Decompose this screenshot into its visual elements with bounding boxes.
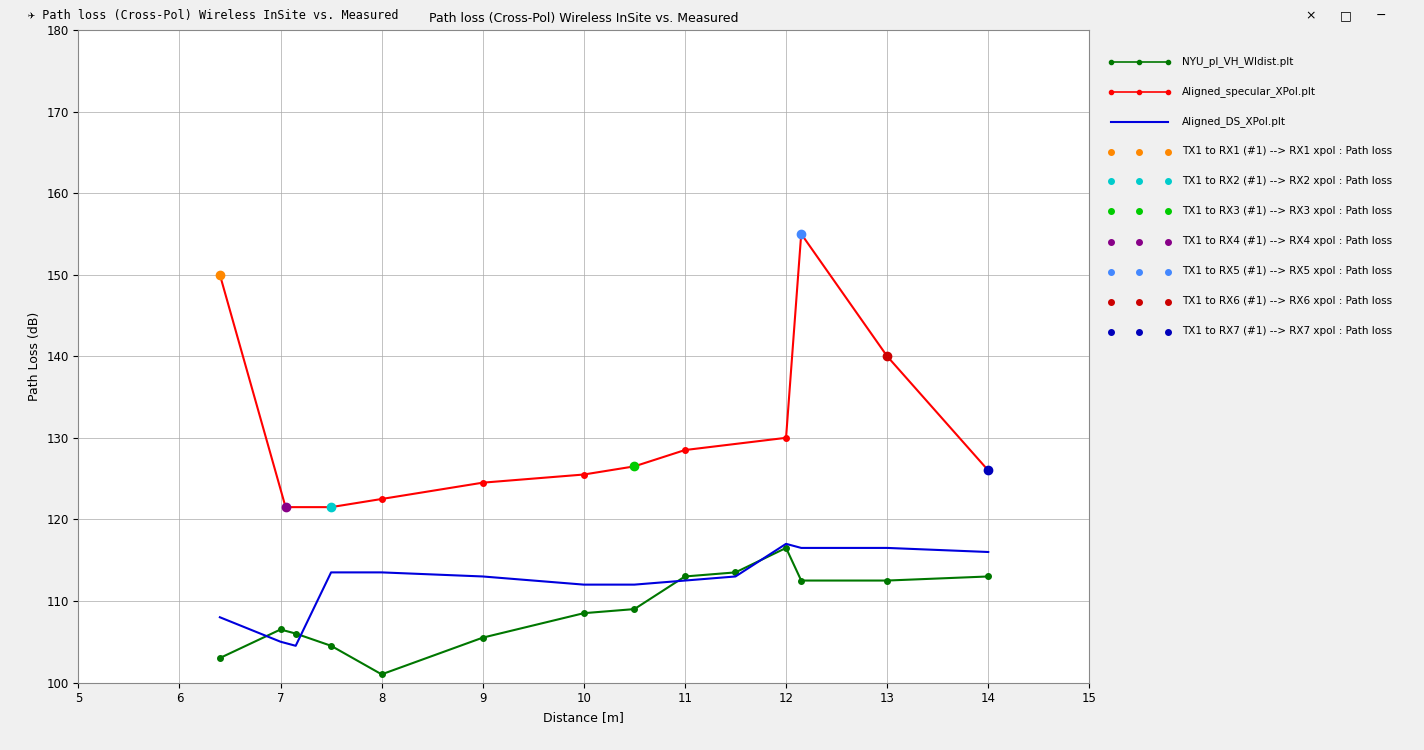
Text: □: □ <box>1340 9 1351 22</box>
Text: Aligned_specular_XPol.plt: Aligned_specular_XPol.plt <box>1182 86 1316 97</box>
Text: TX1 to RX3 (#1) --> RX3 xpol : Path loss: TX1 to RX3 (#1) --> RX3 xpol : Path loss <box>1182 206 1393 217</box>
Text: TX1 to RX7 (#1) --> RX7 xpol : Path loss: TX1 to RX7 (#1) --> RX7 xpol : Path loss <box>1182 326 1393 337</box>
Text: TX1 to RX5 (#1) --> RX5 xpol : Path loss: TX1 to RX5 (#1) --> RX5 xpol : Path loss <box>1182 266 1393 277</box>
Text: ×: × <box>1304 9 1316 22</box>
Text: TX1 to RX2 (#1) --> RX2 xpol : Path loss: TX1 to RX2 (#1) --> RX2 xpol : Path loss <box>1182 176 1393 187</box>
Y-axis label: Path Loss (dB): Path Loss (dB) <box>27 312 41 401</box>
Text: TX1 to RX1 (#1) --> RX1 xpol : Path loss: TX1 to RX1 (#1) --> RX1 xpol : Path loss <box>1182 146 1393 157</box>
Text: TX1 to RX4 (#1) --> RX4 xpol : Path loss: TX1 to RX4 (#1) --> RX4 xpol : Path loss <box>1182 236 1393 247</box>
Text: NYU_pl_VH_Wldist.plt: NYU_pl_VH_Wldist.plt <box>1182 56 1293 67</box>
Text: Aligned_DS_XPol.plt: Aligned_DS_XPol.plt <box>1182 116 1286 127</box>
Title: Path loss (Cross-Pol) Wireless InSite vs. Measured: Path loss (Cross-Pol) Wireless InSite vs… <box>429 12 739 25</box>
Text: TX1 to RX6 (#1) --> RX6 xpol : Path loss: TX1 to RX6 (#1) --> RX6 xpol : Path loss <box>1182 296 1393 307</box>
X-axis label: Distance [m]: Distance [m] <box>544 711 624 724</box>
Text: ✈ Path loss (Cross-Pol) Wireless InSite vs. Measured: ✈ Path loss (Cross-Pol) Wireless InSite … <box>28 9 399 22</box>
Text: −: − <box>1376 9 1387 22</box>
